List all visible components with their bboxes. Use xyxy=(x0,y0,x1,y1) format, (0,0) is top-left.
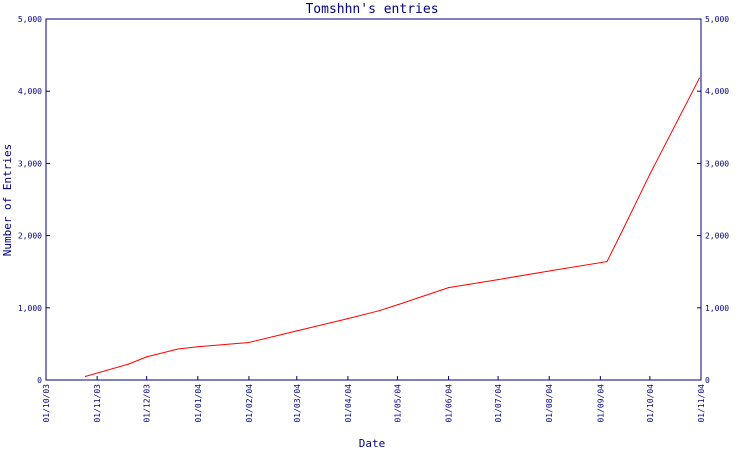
x-tick-label: 01/12/03 xyxy=(143,384,152,423)
data-point xyxy=(698,77,700,79)
x-tick-label: 01/08/04 xyxy=(545,384,554,423)
data-point xyxy=(84,375,87,377)
x-axis: 01/10/03 01/11/03 01/12/03 01/01/04 01/02/04… xyxy=(42,376,706,423)
x-tick-label: 01/04/04 xyxy=(344,384,353,423)
data-point xyxy=(649,173,651,175)
plot-area xyxy=(45,18,702,381)
y-tick-label-left: 5,000 xyxy=(18,15,42,24)
y-tick-label-left: 0 xyxy=(37,376,42,385)
chart-title: Tomshhn's entries xyxy=(305,2,438,17)
x-tick-label: 01/03/04 xyxy=(293,384,302,423)
y-tick-label-left: 4,000 xyxy=(18,87,42,96)
series-group xyxy=(84,77,700,377)
data-point xyxy=(146,356,148,358)
y-axis-label: Number of Entries xyxy=(1,144,14,257)
y-tick-label-right: 5,000 xyxy=(705,15,729,24)
y-tick-label-right: 1,000 xyxy=(705,304,729,313)
x-tick-label: 01/09/04 xyxy=(596,384,605,423)
x-axis-label: Date xyxy=(359,437,386,450)
data-point xyxy=(447,286,450,289)
x-tick-label: 01/10/03 xyxy=(42,384,51,423)
data-point xyxy=(347,318,349,320)
y-tick-label-right: 4,000 xyxy=(705,87,729,96)
x-tick-label: 01/01/04 xyxy=(194,384,203,423)
x-tick-label: 01/10/04 xyxy=(646,384,655,423)
y-tick-label-right: 3,000 xyxy=(705,159,729,168)
y-tick-label-right: 2,000 xyxy=(705,232,729,241)
data-point xyxy=(378,310,380,312)
x-tick-label: 01/02/04 xyxy=(245,384,254,423)
x-tick-label: 01/11/04 xyxy=(697,384,706,423)
x-tick-label: 01/05/04 xyxy=(393,384,402,423)
data-point xyxy=(248,341,250,344)
data-point xyxy=(296,330,298,332)
data-point xyxy=(396,304,399,306)
series-line-0 xyxy=(85,77,700,377)
y-tick-label-right: 0 xyxy=(705,376,710,385)
y-tick-label-left: 3,000 xyxy=(18,159,42,168)
y-tick-label-left: 2,000 xyxy=(18,232,42,241)
x-tick-label: 01/11/03 xyxy=(93,384,102,423)
data-point xyxy=(127,363,130,365)
x-tick-label: 01/06/04 xyxy=(445,384,454,423)
data-point xyxy=(497,279,499,281)
data-point xyxy=(606,260,608,263)
y-axis: 0 0 1,000 1,000 2,000 2,000 3,000 3,000 4,000 4,0… xyxy=(18,15,729,385)
y-tick-label-left: 1,000 xyxy=(18,304,42,313)
data-point xyxy=(197,346,199,348)
x-tick-label: 01/07/04 xyxy=(494,384,503,423)
data-point xyxy=(177,348,179,350)
data-point xyxy=(622,227,625,229)
data-point xyxy=(548,270,550,272)
